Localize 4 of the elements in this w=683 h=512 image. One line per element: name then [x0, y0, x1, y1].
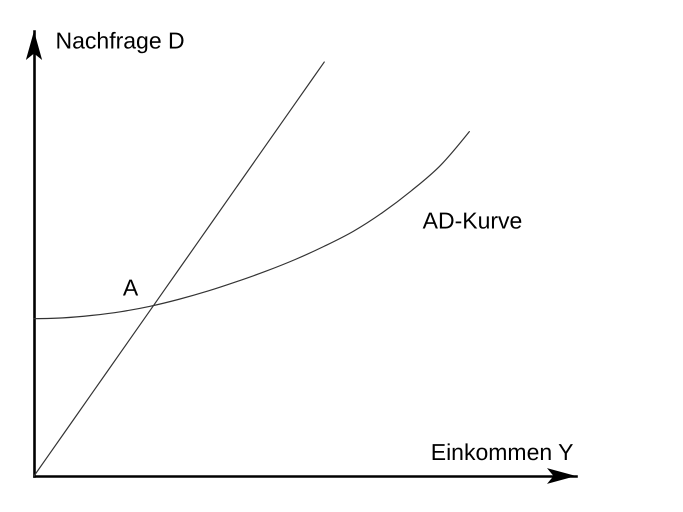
annotation: A	[122, 274, 139, 300]
y-axis-title: Nachfrage D	[56, 28, 185, 54]
x-axis-title: Einkommen Y	[430, 439, 574, 465]
series-label: AD-Kurve	[422, 208, 522, 234]
